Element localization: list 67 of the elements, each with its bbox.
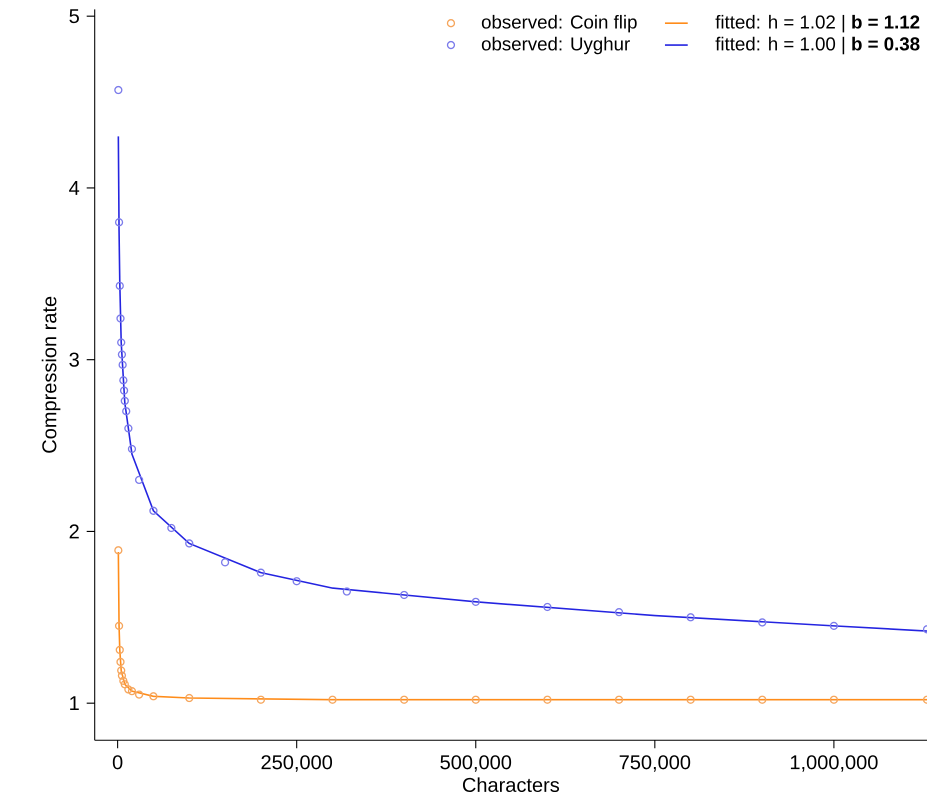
y-tick-label: 4 [69,181,80,195]
point [543,696,552,704]
point [614,696,624,704]
point [686,696,695,704]
y-tick-label: 3 [69,352,79,367]
point [185,539,194,548]
legend-label: fitted: h = 1.02 | b = 1.12 [715,14,920,32]
x-tick-label: 250,000 [262,755,332,772]
point [117,666,126,675]
point [149,506,158,515]
point [400,590,408,600]
point [256,696,266,704]
point [134,690,144,699]
point [400,696,408,704]
point [116,314,125,323]
point [185,694,194,702]
point [167,524,176,532]
point [114,622,124,630]
point [120,386,128,395]
point [119,676,128,685]
point [220,558,230,566]
legend-label: fitted: h = 1.00 | b = 0.38 [715,36,920,54]
legend-label: observed: Coin flip [482,14,637,32]
point [256,568,266,577]
x-tick-label: 1,000,000 [790,755,878,772]
x-axis-title: Characters [462,777,560,792]
point [758,696,766,704]
point [614,608,624,616]
line-series [118,136,927,632]
point [122,407,130,416]
point [117,338,126,347]
point [758,618,766,627]
y-tick-label: 5 [69,9,79,24]
point [114,86,122,94]
point [134,476,144,484]
point [116,658,125,666]
point [124,685,133,694]
point [124,424,133,433]
point [472,696,480,704]
y-tick-label: 2 [70,524,79,538]
point [120,396,129,406]
point [116,282,124,290]
x-tick-label: 0 [112,755,122,770]
point [686,613,695,622]
point [120,680,129,688]
point [472,598,480,606]
point [114,546,122,554]
point [114,218,124,226]
point [118,360,127,369]
point [149,692,158,700]
point [116,646,124,654]
point [292,577,301,586]
y-tick-label: 1 [70,696,79,710]
x-tick-label: 750,000 [620,755,690,772]
point [118,672,126,680]
x-tick-label: 500,000 [440,755,512,772]
point [128,687,136,696]
point [543,602,552,612]
y-axis-title: Compression rate [42,296,60,453]
point [328,696,337,704]
point [118,350,126,359]
point [830,622,838,630]
legend-label: observed: Uyghur [482,36,630,54]
point [119,376,128,384]
point [342,587,351,596]
point [830,696,838,704]
point [128,444,136,454]
